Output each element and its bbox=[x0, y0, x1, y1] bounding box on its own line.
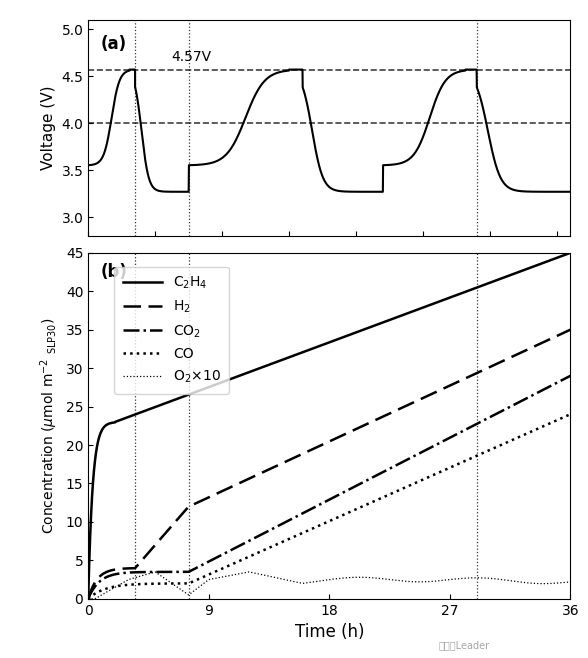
Text: 4.57V: 4.57V bbox=[171, 50, 211, 64]
Legend: $\mathregular{C_2H_4}$, $\mathregular{H_2}$, $\mathregular{CO_2}$, CO, $\mathreg: $\mathregular{C_2H_4}$, $\mathregular{H_… bbox=[115, 266, 229, 393]
Y-axis label: Voltage (V): Voltage (V) bbox=[41, 86, 56, 170]
Text: 新能源Leader: 新能源Leader bbox=[439, 640, 490, 650]
Text: (a): (a) bbox=[100, 35, 126, 53]
Text: (b): (b) bbox=[100, 263, 127, 281]
X-axis label: Time (h): Time (h) bbox=[295, 623, 364, 641]
Y-axis label: Concentration ($\mu$mol m$^{-2}$ $\mathregular{_{SLP30}}$): Concentration ($\mu$mol m$^{-2}$ $\mathr… bbox=[39, 318, 60, 534]
